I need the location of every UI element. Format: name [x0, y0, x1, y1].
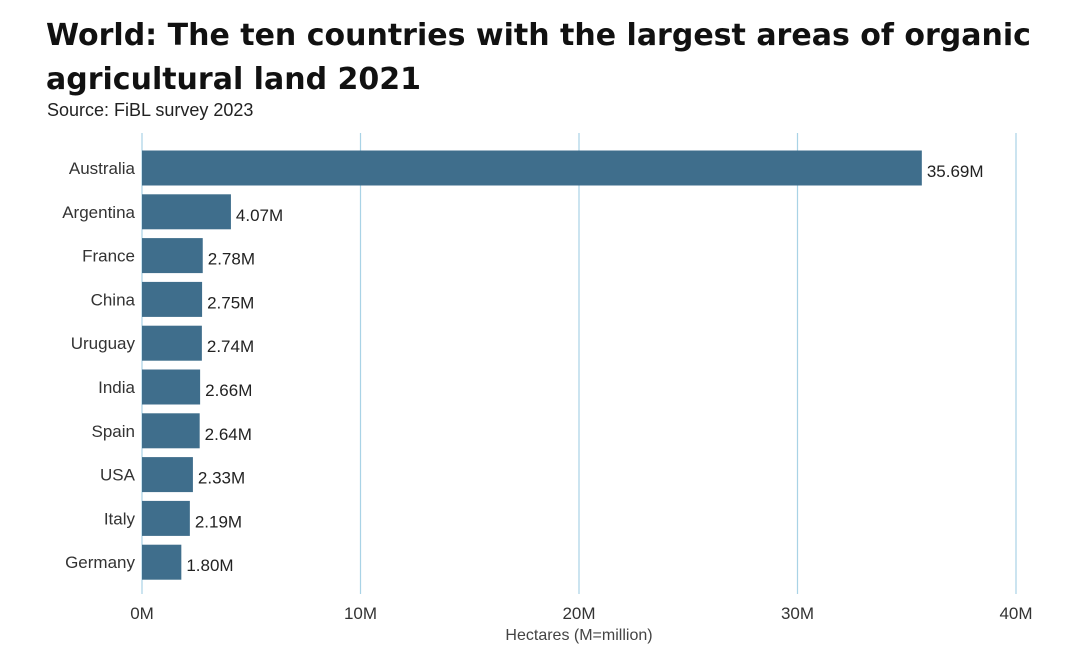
x-tick-label: 10M [344, 604, 377, 623]
category-label: Argentina [62, 203, 135, 222]
bar-china [142, 281, 203, 317]
bar-germany [142, 544, 182, 580]
category-label: Australia [69, 159, 136, 178]
value-label: 2.33M [198, 469, 245, 488]
value-label: 2.74M [207, 337, 254, 356]
value-label: 2.78M [208, 250, 255, 269]
x-tick-label: 20M [562, 604, 595, 623]
bar-france [142, 238, 203, 274]
value-label: 4.07M [236, 206, 283, 225]
value-label: 35.69M [927, 162, 984, 181]
category-label: France [82, 247, 135, 266]
chart-title: World: The ten countries with the larges… [46, 18, 1031, 97]
chart-subtitle: Source: FiBL survey 2023 [47, 100, 254, 120]
bars [142, 150, 922, 580]
category-label: Germany [65, 553, 135, 572]
bar-argentina [142, 194, 231, 230]
category-label: India [98, 378, 135, 397]
x-tick-label: 40M [999, 604, 1032, 623]
value-label: 2.19M [195, 512, 242, 531]
category-label: Uruguay [71, 334, 136, 353]
category-label: China [91, 290, 136, 309]
category-label: Spain [92, 422, 135, 441]
x-tick-label: 0M [130, 604, 154, 623]
labels: 0M 10M 20M 30M 40M Australia 35.69M Argentina 4.… [62, 159, 1032, 623]
bar-australia [142, 150, 922, 186]
value-label: 1.80M [186, 556, 233, 575]
value-label: 2.64M [205, 425, 252, 444]
gridlines [141, 133, 1017, 594]
x-tick-label: 30M [781, 604, 814, 623]
value-label: 2.66M [205, 381, 252, 400]
bar-india [142, 369, 201, 405]
bar-uruguay [142, 325, 202, 361]
bar-usa [142, 457, 193, 493]
category-label: Italy [104, 509, 136, 528]
bar-spain [142, 413, 200, 449]
category-label: USA [100, 466, 136, 485]
value-label: 2.75M [207, 293, 254, 312]
bar-italy [142, 500, 190, 536]
x-axis-title: Hectares (M=million) [505, 627, 652, 644]
